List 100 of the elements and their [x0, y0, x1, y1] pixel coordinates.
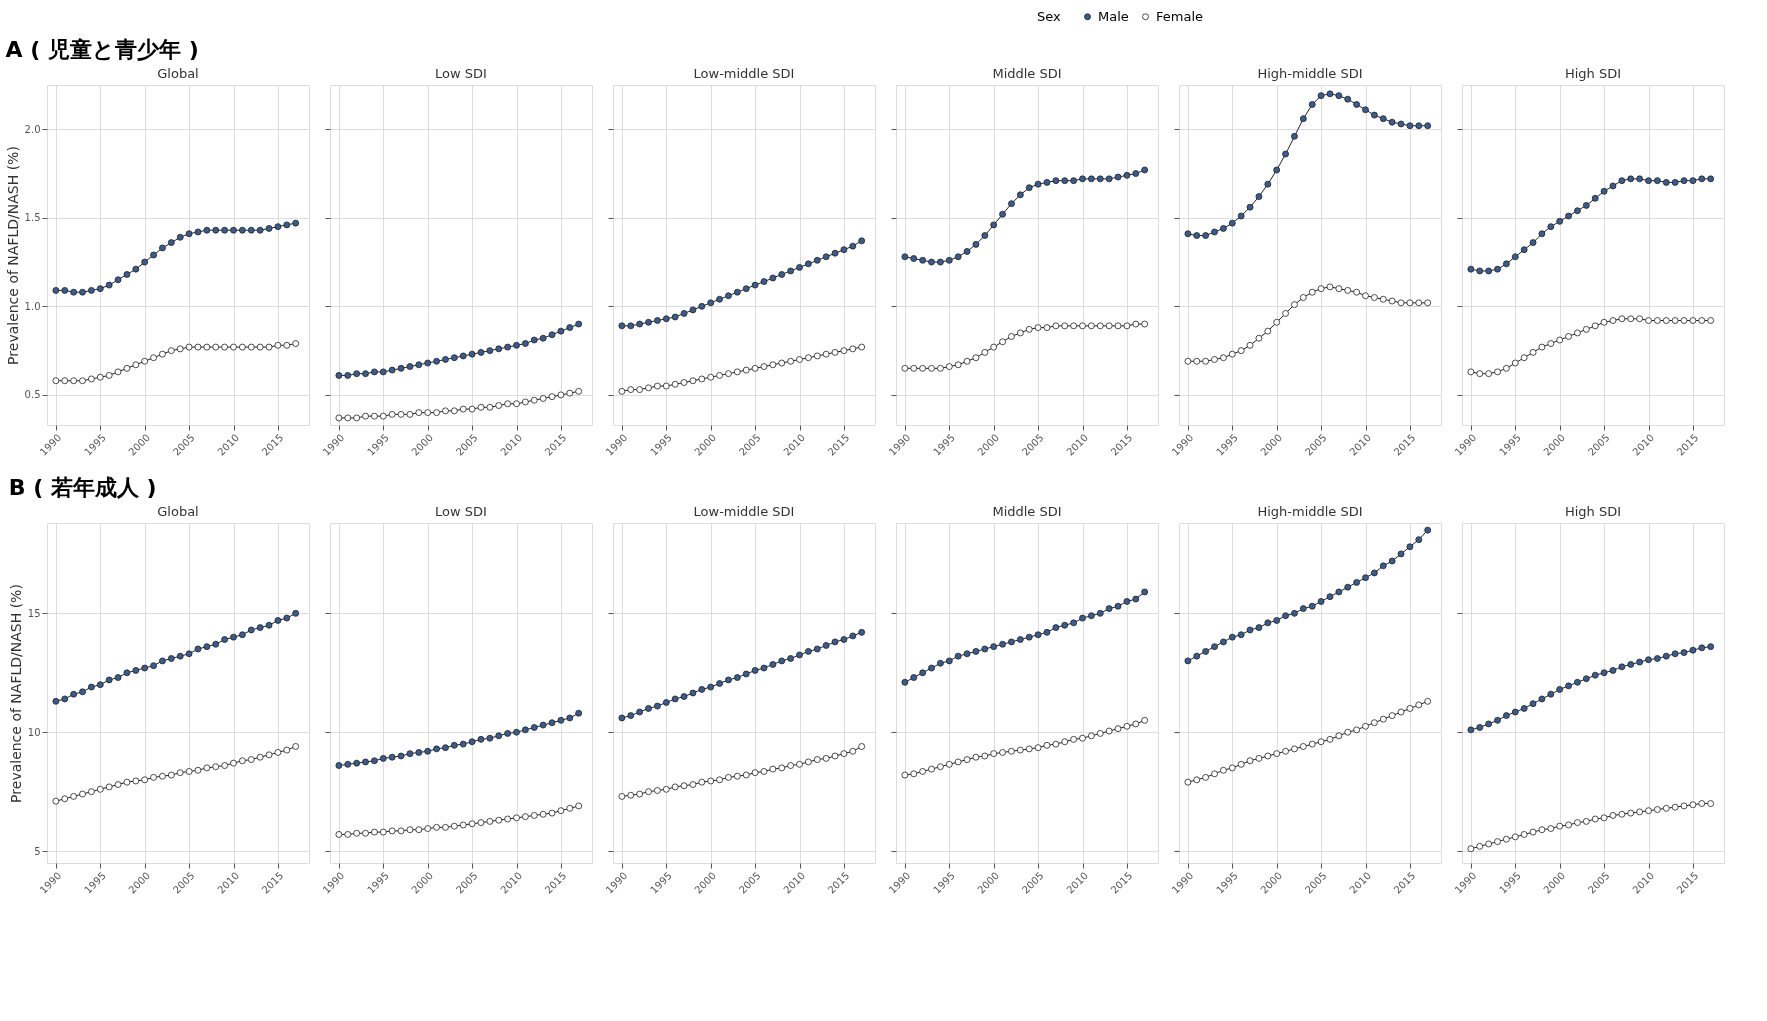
point [283, 614, 291, 622]
point [1184, 778, 1192, 786]
point [1424, 299, 1432, 307]
y-tick-label: 15 [27, 607, 41, 619]
point [477, 403, 485, 411]
point [1662, 804, 1670, 812]
point [1308, 740, 1316, 748]
point [680, 782, 688, 790]
point [1379, 295, 1387, 303]
point [1565, 212, 1572, 220]
point [442, 407, 449, 415]
point [1511, 253, 1519, 261]
point [1344, 95, 1352, 103]
point [1123, 322, 1131, 330]
point [1255, 624, 1263, 632]
point [203, 764, 211, 772]
point [1335, 92, 1343, 100]
point [256, 343, 264, 351]
point [415, 749, 423, 756]
point [1096, 730, 1104, 737]
point [910, 674, 918, 681]
point [1600, 318, 1608, 326]
point [185, 650, 193, 658]
point [557, 327, 565, 335]
point [167, 771, 175, 779]
point [645, 788, 652, 796]
point [265, 751, 273, 759]
point [1282, 612, 1289, 620]
point [221, 343, 229, 351]
point [1220, 354, 1227, 362]
chart-title: Low-middle SDI [693, 504, 795, 519]
point [1671, 803, 1679, 811]
point [645, 705, 652, 712]
point [1600, 669, 1608, 677]
point [1503, 364, 1510, 372]
point [698, 302, 706, 310]
point [981, 645, 989, 653]
point [406, 363, 414, 370]
point [344, 372, 352, 379]
point [840, 750, 848, 758]
point [1291, 301, 1298, 308]
point [265, 621, 273, 629]
point [1061, 177, 1069, 185]
point [1220, 766, 1227, 774]
point [618, 714, 626, 722]
point [513, 728, 520, 736]
point [424, 825, 432, 832]
point [1538, 695, 1546, 703]
point [1141, 320, 1149, 328]
point [159, 657, 166, 665]
point [919, 256, 927, 264]
chart-title: Global [157, 66, 199, 81]
point [662, 785, 670, 793]
point [194, 228, 202, 236]
point [1291, 609, 1298, 617]
point [212, 343, 220, 351]
point [654, 317, 661, 324]
point [1476, 842, 1484, 850]
point [1096, 322, 1104, 330]
point [1202, 357, 1210, 365]
point [230, 633, 237, 641]
point [185, 343, 193, 351]
point [1353, 288, 1361, 296]
point [831, 638, 839, 646]
point [1662, 652, 1670, 660]
point [1141, 588, 1149, 596]
point [362, 370, 369, 378]
point [450, 741, 458, 749]
point [1273, 318, 1281, 326]
point [733, 772, 741, 780]
point [1618, 663, 1626, 671]
point [1246, 757, 1254, 765]
point [937, 364, 944, 372]
point [495, 345, 503, 353]
point [662, 699, 670, 706]
point [1388, 297, 1396, 305]
point [486, 734, 494, 742]
point [1388, 118, 1396, 126]
point [1538, 343, 1546, 351]
point [575, 320, 583, 328]
point [1538, 230, 1546, 238]
point [468, 405, 476, 413]
point [1237, 760, 1245, 768]
point [1415, 701, 1423, 709]
point [283, 341, 291, 349]
point [769, 661, 777, 668]
point [1591, 194, 1599, 202]
point [963, 248, 971, 255]
point [928, 364, 935, 372]
point [167, 239, 175, 246]
point [1202, 232, 1210, 239]
point [238, 226, 246, 234]
point [150, 662, 157, 670]
point [513, 814, 520, 822]
point [52, 287, 60, 294]
point [575, 709, 583, 717]
point [1096, 175, 1104, 183]
point [1645, 656, 1652, 664]
point [159, 772, 166, 780]
point [1362, 292, 1369, 300]
